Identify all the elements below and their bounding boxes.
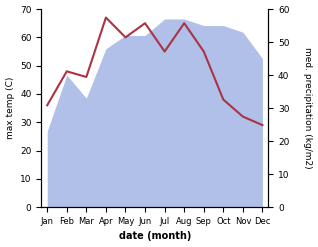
Y-axis label: med. precipitation (kg/m2): med. precipitation (kg/m2) (303, 47, 313, 169)
Y-axis label: max temp (C): max temp (C) (5, 77, 15, 139)
X-axis label: date (month): date (month) (119, 231, 191, 242)
